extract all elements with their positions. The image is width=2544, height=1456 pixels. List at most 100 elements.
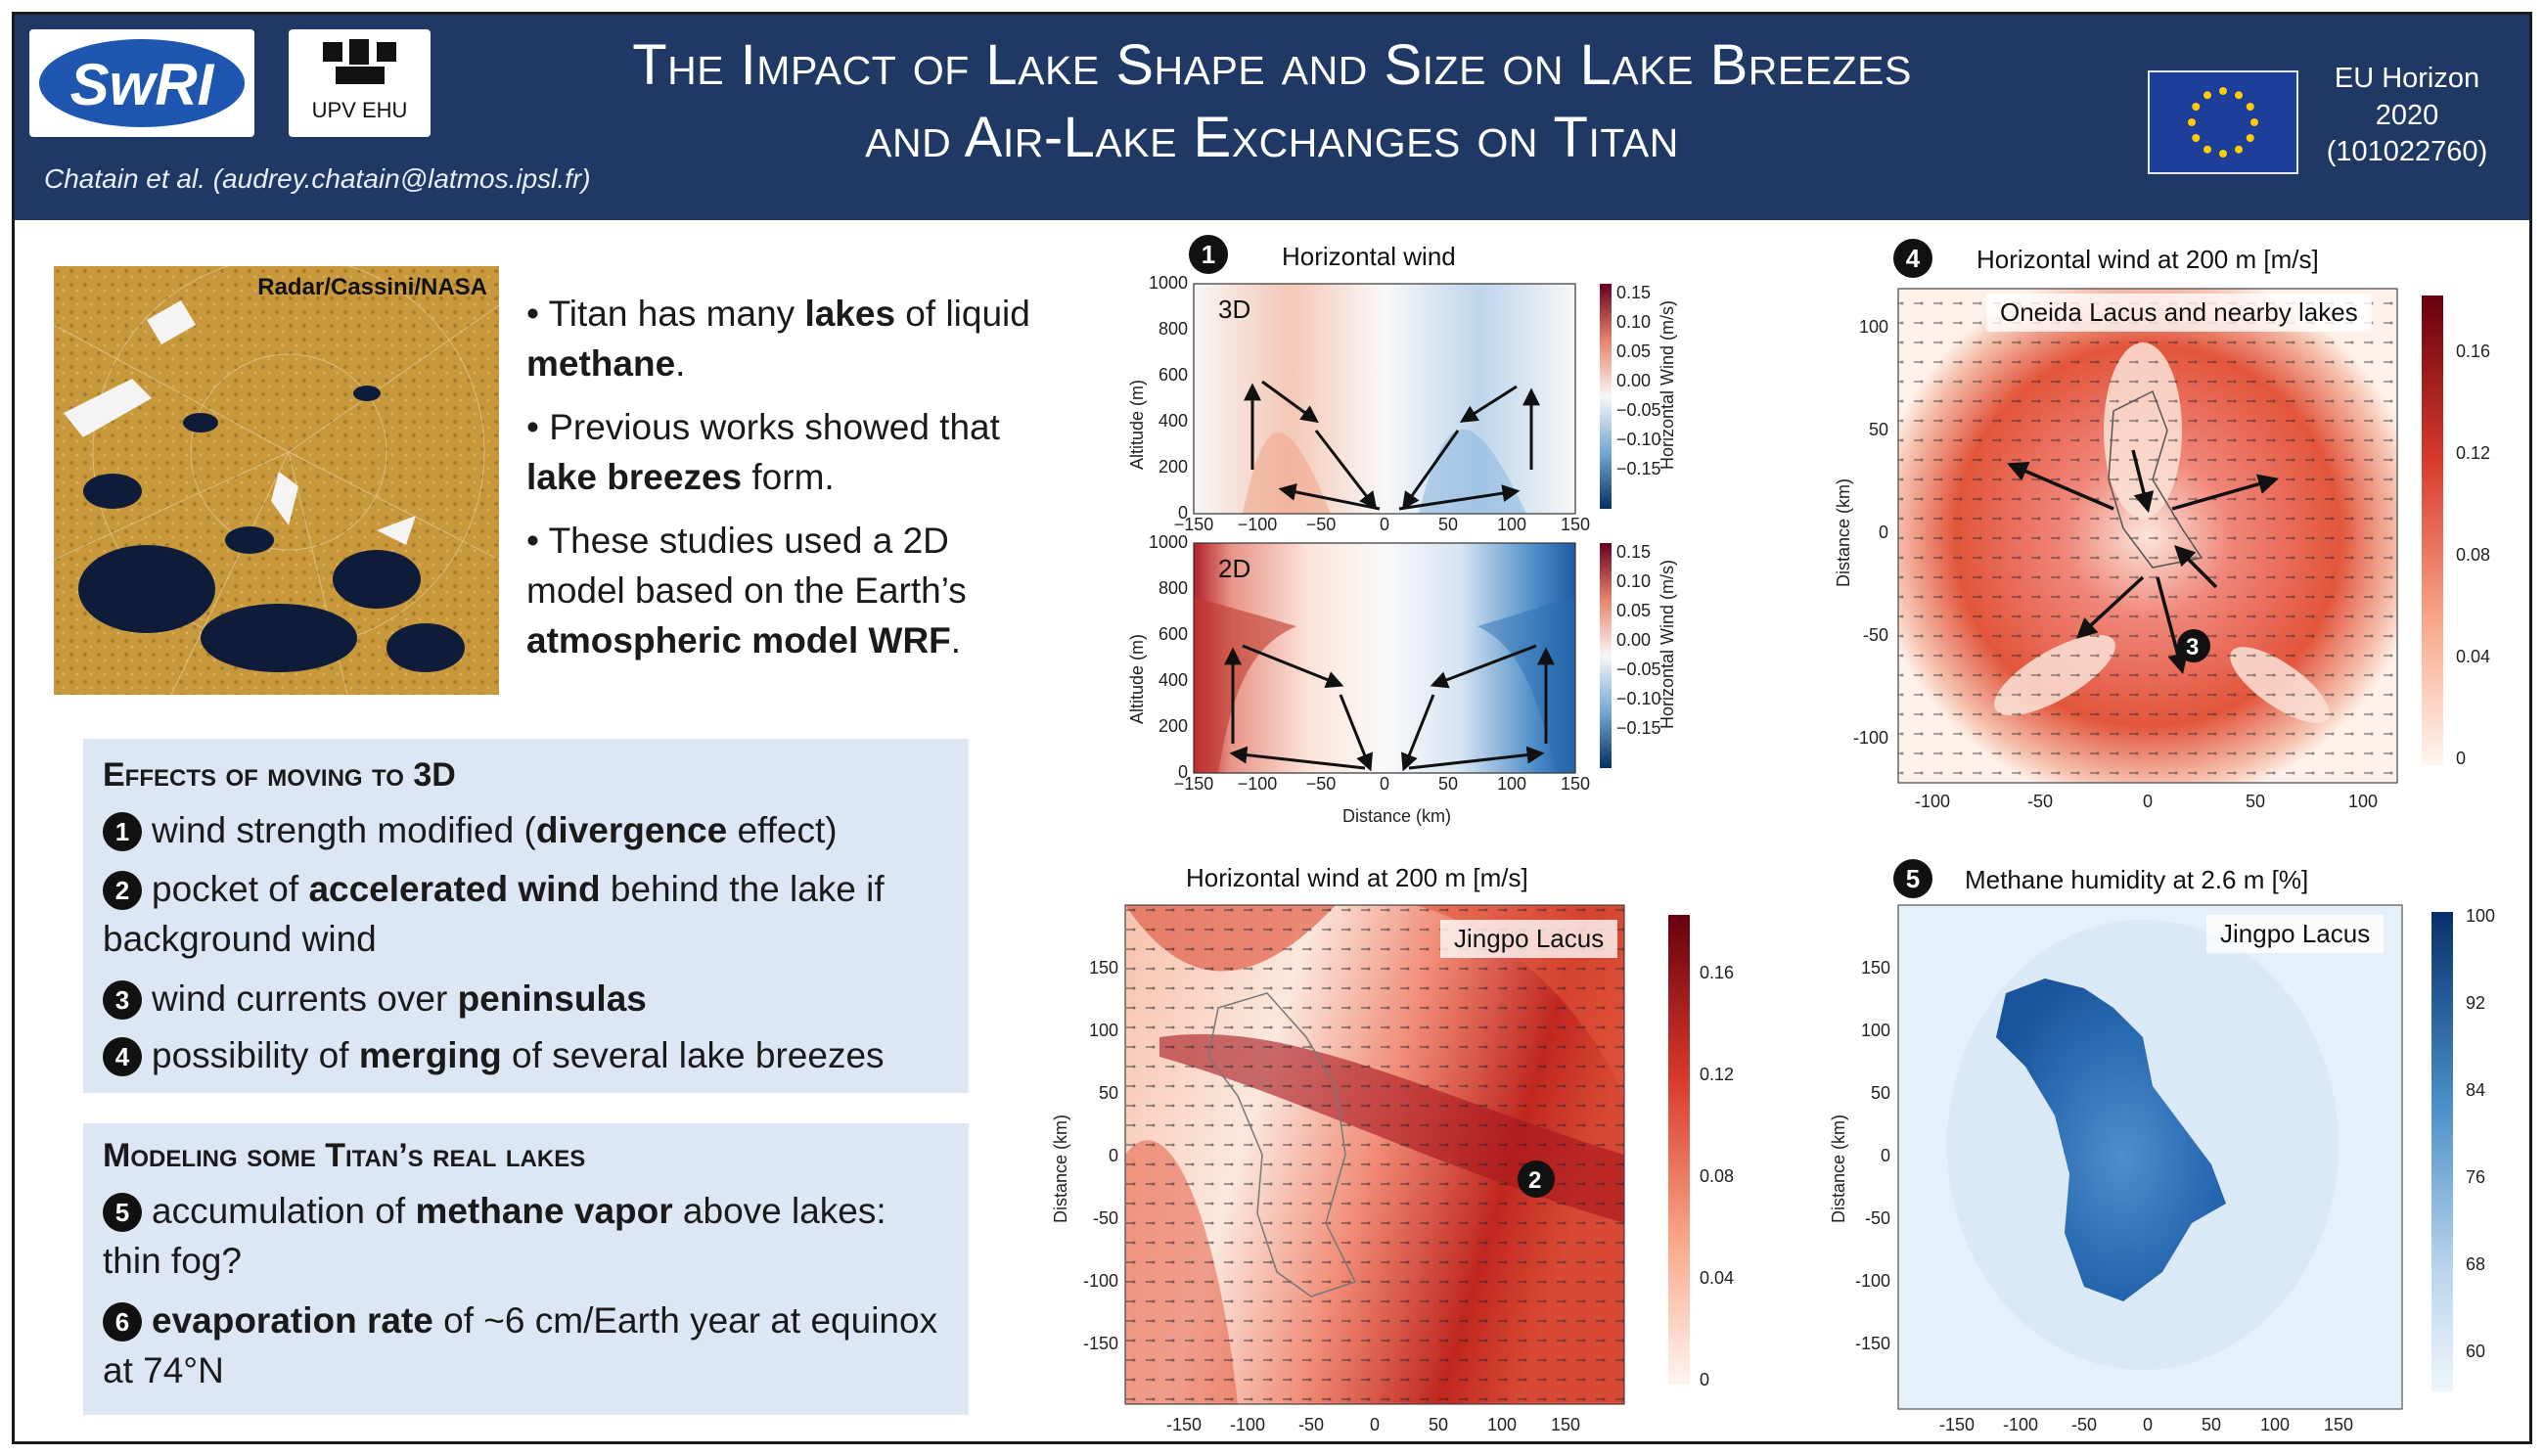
p1-cbar-tick-top: −0.10 xyxy=(1616,430,1661,449)
titan-radar-image: Radar/Cassini/NASA xyxy=(54,266,499,695)
effect-item: 4 possibility of merging of several lake … xyxy=(103,1030,954,1080)
p4-cbar-tick: 0.12 xyxy=(2456,443,2490,463)
p1-xtick-top: 50 xyxy=(1438,515,1458,534)
eu-star-icon xyxy=(2219,87,2227,95)
p1-xlabel: Distance (km) xyxy=(1342,806,1451,826)
effect-item: 3 wind currents over peninsulas xyxy=(103,974,954,1024)
p2-ytick: 150 xyxy=(1089,958,1118,978)
p1-xtick-bottom: 100 xyxy=(1497,774,1526,794)
p1-xtick-top: −50 xyxy=(1306,515,1337,534)
p1-xtick-top: 100 xyxy=(1497,515,1526,534)
p5-xtick: 150 xyxy=(2324,1415,2353,1434)
p5-ytick: -50 xyxy=(1865,1208,1890,1228)
p1-xtick-bottom: 0 xyxy=(1380,774,1389,794)
p1-xtick-top: 0 xyxy=(1380,515,1389,534)
p2-xtick: 0 xyxy=(1370,1415,1380,1434)
p5-cbar-tick: 60 xyxy=(2466,1342,2485,1361)
colorbar-2d xyxy=(1600,543,1612,768)
p5-cbar-tick: 100 xyxy=(2466,906,2495,926)
panel-5-map: -150 -100 -50 0 50 100 150 150 100 50 0 -50 -100 -150… xyxy=(1829,904,2495,1434)
label-3d: 3D xyxy=(1218,295,1250,324)
image-credit: Radar/Cassini/NASA xyxy=(257,274,487,300)
p4-xtick: -50 xyxy=(2027,792,2053,811)
p1-cbar-tick-bottom: 0.15 xyxy=(1616,542,1651,562)
p1-xtick-bottom: 150 xyxy=(1561,774,1590,794)
panel-1-title: 1 xyxy=(1189,235,1238,274)
author-line: Chatain et al. (audrey.chatain@latmos.ip… xyxy=(44,163,591,194)
bullet-3: • These studies used a 2D model based on… xyxy=(526,521,967,661)
p4-marker-3: 3 xyxy=(2186,634,2199,660)
modeling-item: 5 accumulation of methane vapor above lak… xyxy=(103,1191,886,1282)
p1-cbar-tick-top: 0.00 xyxy=(1616,371,1651,390)
p1-ytick-bottom: 200 xyxy=(1158,716,1188,736)
p2-cbar-tick: 0.04 xyxy=(1700,1268,1734,1288)
p4-cbar-tick: 0 xyxy=(2456,749,2466,768)
p5-xtick: 100 xyxy=(2260,1415,2290,1434)
p1-xtick-top: 150 xyxy=(1561,515,1590,534)
p5-ytick: 50 xyxy=(1871,1083,1890,1103)
panel-4-num: 4 xyxy=(1893,239,1942,278)
p1-cbar-tick-top: −0.15 xyxy=(1616,459,1661,478)
p1-xtick-top: −150 xyxy=(1174,515,1214,534)
p1-ytick-bottom: 1000 xyxy=(1149,532,1188,552)
bullet-1: • Titan has many lakes of liquid methane… xyxy=(526,294,1030,385)
p4-cbar-tick: 0.16 xyxy=(2456,341,2490,361)
p5-ytick: -150 xyxy=(1855,1334,1890,1353)
p1-ytick-top: 600 xyxy=(1158,365,1188,385)
modeling-title: Modeling some Titan’s real lakes xyxy=(103,1137,586,1174)
panel-1-heading: Horizontal wind xyxy=(1282,242,1456,271)
p5-xtick: -150 xyxy=(1939,1415,1975,1434)
eu-star-icon xyxy=(2203,145,2211,154)
p1-cbar-tick-top: 0.10 xyxy=(1616,312,1651,332)
p1-cbar-tick-top: −0.05 xyxy=(1616,400,1661,420)
effects-box: Effects of moving to 3D 1 wind strength m… xyxy=(83,739,969,1093)
modeling-box: Modeling some Titan’s real lakes 5 accumu… xyxy=(83,1123,969,1415)
p1-ytick-top: 1000 xyxy=(1149,273,1188,293)
p4-inset-label: Oneida Lacus and nearby lakes xyxy=(1986,294,2372,332)
p4-ytick: 50 xyxy=(1869,420,1888,439)
p1-ytick-top: 400 xyxy=(1158,411,1188,431)
p5-cbar-tick: 84 xyxy=(2466,1080,2485,1100)
p1-cbar-label-top: Horizontal Wind (m/s) xyxy=(1658,300,1677,470)
p1-xtick-bottom: −100 xyxy=(1238,774,1278,794)
p2-xtick: -100 xyxy=(1230,1415,1265,1434)
effects-title: Effects of moving to 3D xyxy=(103,756,456,794)
p2-xtick: -50 xyxy=(1298,1415,1324,1434)
panel-1-cross-sections: 3D 2D −150 −150 −100 −100 −50 −50 0 0 50 50 100 100… xyxy=(1127,273,1677,826)
p1-ytick-bottom: 400 xyxy=(1158,670,1188,690)
p1-ytick-top: 0 xyxy=(1178,503,1188,523)
p2-ytick: -50 xyxy=(1093,1208,1118,1228)
eu-star-icon xyxy=(2192,134,2201,142)
panel-2-map: 2 -150 -100 -50 0 50 100 150 150 100 50 0 -50 -100 -1… xyxy=(1051,904,1734,1434)
p5-xtick: 0 xyxy=(2143,1415,2153,1434)
p2-marker-2: 2 xyxy=(1528,1167,1541,1194)
eu-star-icon xyxy=(2219,150,2227,158)
p1-ytick-top: 800 xyxy=(1158,319,1188,339)
p2-xtick: 100 xyxy=(1487,1415,1517,1434)
eu-star-icon xyxy=(2246,103,2254,111)
p1-xtick-bottom: 50 xyxy=(1438,774,1458,794)
p2-xtick: -150 xyxy=(1166,1415,1202,1434)
p4-xtick: 100 xyxy=(2348,792,2378,811)
p2-cbar-tick: 0 xyxy=(1700,1370,1709,1389)
eu-star-icon xyxy=(2250,118,2258,126)
p1-ylabel-top: Altitude (m) xyxy=(1127,380,1147,470)
p1-ytick-bottom: 800 xyxy=(1158,578,1188,598)
p2-inset-label: Jingpo Lacus xyxy=(1440,920,1618,958)
effect-item: 2 pocket of accelerated wind behind the l… xyxy=(103,869,885,960)
panel-5-num: 5 xyxy=(1893,859,1942,898)
p1-cbar-tick-bottom: −0.15 xyxy=(1616,718,1661,738)
p4-xtick: -100 xyxy=(1915,792,1950,811)
p2-ytick: 0 xyxy=(1109,1146,1118,1165)
p1-ytick-bottom: 600 xyxy=(1158,624,1188,644)
p1-xtick-bottom: −150 xyxy=(1174,774,1214,794)
p2-xtick: 50 xyxy=(1429,1415,1448,1434)
panel-4-map: 3 -100 -50 0 50 100 100 50 0 -50 -100 0.16 0.12 0.08… xyxy=(1834,288,2490,811)
colorbar-p4 xyxy=(2422,296,2443,765)
funding-label: EU Horizon 2020 (101022760) xyxy=(2326,63,2488,168)
p4-ytick: -100 xyxy=(1853,728,1888,748)
p1-cbar-tick-bottom: −0.10 xyxy=(1616,689,1661,708)
eu-star-icon xyxy=(2192,103,2201,111)
panel-5-heading: Methane humidity at 2.6 m [%] xyxy=(1965,865,2309,894)
p2-ytick: 50 xyxy=(1099,1083,1118,1103)
